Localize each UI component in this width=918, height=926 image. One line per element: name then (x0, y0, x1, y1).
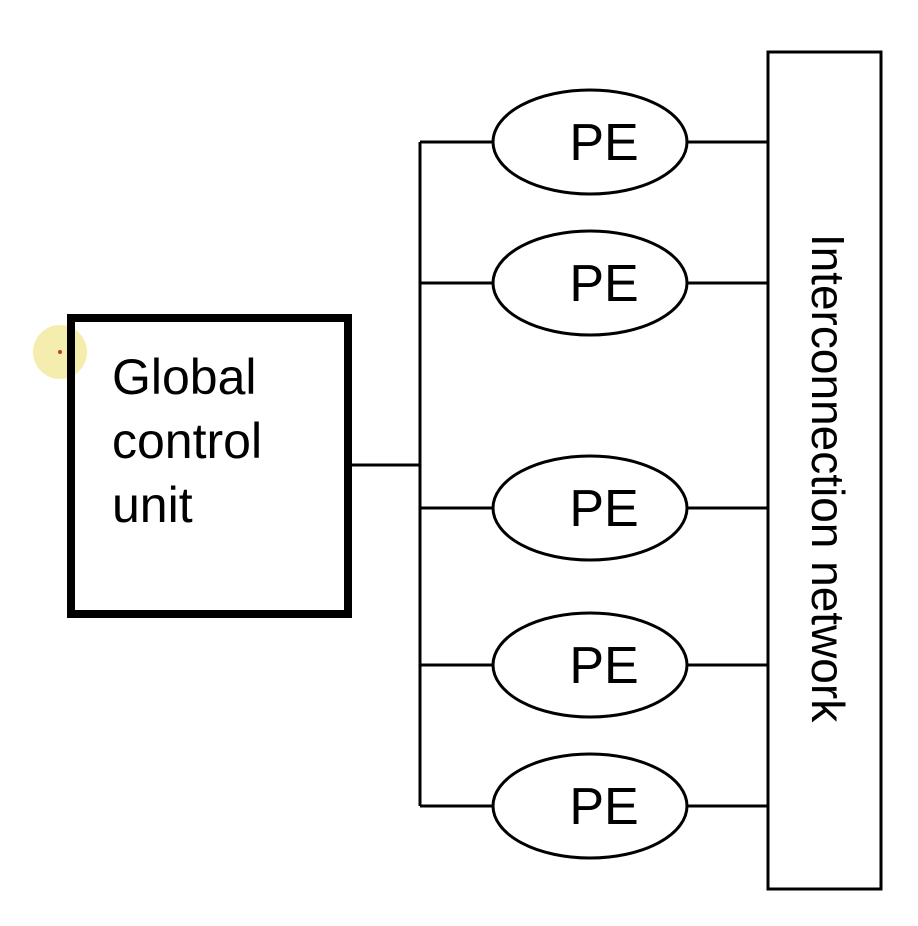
processing-element-2: PE (491, 229, 689, 337)
global-control-unit-label-line-2: control (112, 413, 262, 469)
pe-2-label: PE (569, 255, 638, 313)
pe-3-ellipse (491, 454, 689, 562)
network-connectors (687, 140, 768, 808)
global-control-unit-label-line-3: unit (112, 477, 193, 533)
pe-4-label: PE (569, 637, 638, 695)
cursor-dot-icon (58, 350, 62, 354)
interconnection-network-box (766, 50, 883, 891)
control-bus (348, 140, 493, 808)
pe-3-label: PE (569, 480, 638, 538)
pe-1-label: PE (569, 114, 638, 172)
processing-element-5: PE (491, 752, 689, 860)
pe-4-ellipse (491, 611, 689, 719)
global-control-unit: Global control unit (67, 314, 352, 618)
pe-5-label: PE (569, 778, 638, 836)
global-control-unit-label-line-1: Global (112, 349, 257, 405)
interconnection-network-label: Interconnection network (802, 234, 854, 723)
pe-2-ellipse (491, 229, 689, 337)
processing-element-4: PE (491, 611, 689, 719)
pe-5-ellipse (491, 752, 689, 860)
interconnection-network: Interconnection network (766, 50, 883, 891)
processing-element-3: PE (491, 454, 689, 562)
processing-element-1: PE (491, 88, 689, 196)
pe-1-ellipse (491, 88, 689, 196)
